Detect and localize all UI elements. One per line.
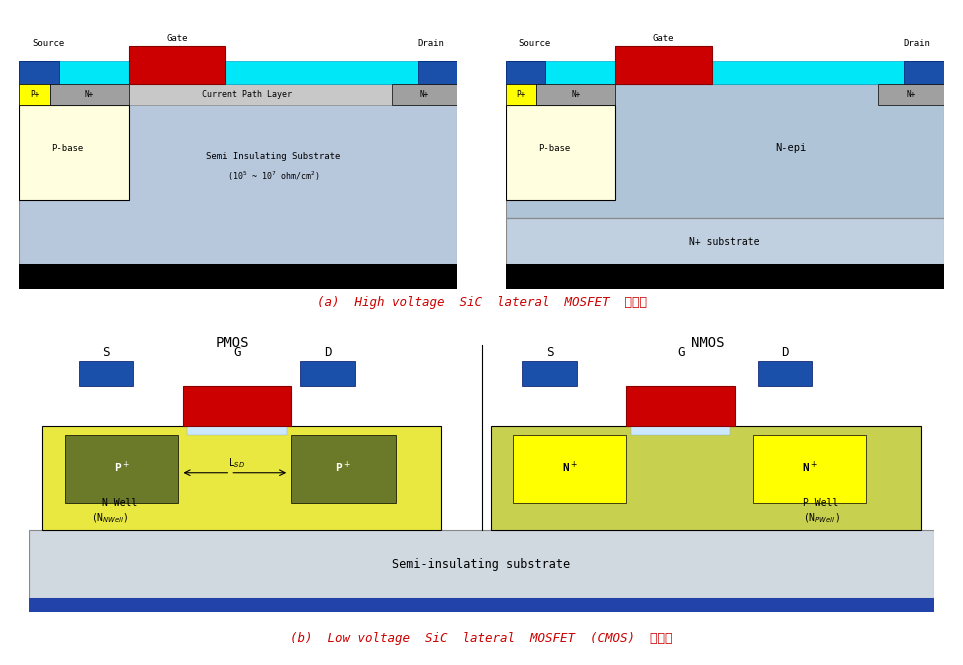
Text: N+: N+	[571, 90, 581, 98]
Bar	[42, 426, 441, 530]
Text: (b)  Low voltage  SiC  lateral  MOSFET  (CMOS)  구조도: (b) Low voltage SiC lateral MOSFET (CMOS…	[290, 632, 673, 645]
Text: Source: Source	[33, 39, 65, 48]
Text: P-base: P-base	[537, 144, 570, 153]
Text: D: D	[324, 346, 331, 359]
Bar	[19, 61, 457, 84]
Text: (a)  High voltage  SiC  lateral  MOSFET  구조도: (a) High voltage SiC lateral MOSFET 구조도	[317, 296, 646, 309]
Text: Gate: Gate	[653, 34, 674, 43]
Text: N$^+$: N$^+$	[561, 460, 578, 475]
Bar	[392, 84, 457, 105]
Text: (10$^5$ ~ 10$^7$ ohm/cm$^2$): (10$^5$ ~ 10$^7$ ohm/cm$^2$)	[227, 170, 320, 184]
Text: P$^+$: P$^+$	[335, 460, 351, 475]
Bar	[50, 84, 129, 105]
Text: NMOS: NMOS	[691, 336, 724, 350]
Bar	[490, 426, 921, 530]
Bar	[292, 435, 396, 503]
Bar	[29, 598, 934, 612]
Bar	[522, 361, 577, 386]
Bar	[506, 105, 615, 200]
Bar	[19, 84, 457, 105]
Text: G: G	[233, 346, 241, 359]
Text: Bottom: Bottom	[222, 272, 254, 281]
Bar	[19, 105, 129, 200]
Bar	[65, 435, 178, 503]
Text: Source: Source	[519, 39, 551, 48]
Text: Gate: Gate	[167, 34, 188, 43]
Bar	[300, 361, 354, 386]
Text: N$^+$: N$^+$	[801, 460, 818, 475]
Text: N-epi: N-epi	[775, 144, 806, 154]
Text: Semi-insulating substrate: Semi-insulating substrate	[393, 557, 570, 571]
Text: (N$_{PWell}$): (N$_{PWell}$)	[802, 511, 840, 525]
Bar	[29, 530, 934, 598]
Bar	[513, 435, 626, 503]
Bar	[615, 46, 712, 84]
Bar	[19, 84, 50, 105]
Text: N Well: N Well	[102, 497, 137, 508]
Bar	[183, 386, 292, 426]
Text: (N$_{NWell}$): (N$_{NWell}$)	[91, 511, 129, 525]
Text: Bottom: Bottom	[709, 272, 741, 281]
Bar	[626, 386, 735, 426]
Text: G: G	[677, 346, 685, 359]
Text: P$^+$: P$^+$	[114, 460, 130, 475]
Text: D: D	[781, 346, 789, 359]
Bar	[904, 61, 944, 84]
Bar	[418, 61, 457, 84]
Bar	[631, 426, 731, 435]
Text: P+: P+	[30, 90, 39, 98]
Bar	[506, 84, 536, 105]
Text: S: S	[546, 346, 553, 359]
Bar	[19, 61, 59, 84]
Bar	[506, 61, 545, 84]
Bar	[129, 46, 225, 84]
Text: Semi Insulating Substrate: Semi Insulating Substrate	[206, 152, 341, 161]
Bar	[758, 361, 812, 386]
Text: Drain: Drain	[417, 39, 444, 48]
Bar	[753, 435, 867, 503]
Bar	[536, 84, 615, 105]
Bar	[188, 426, 287, 435]
Text: P+: P+	[516, 90, 526, 98]
Text: P-base: P-base	[51, 144, 84, 153]
Text: N+: N+	[85, 90, 94, 98]
Text: N+: N+	[420, 90, 429, 98]
Bar	[79, 361, 133, 386]
Text: PMOS: PMOS	[216, 336, 249, 350]
Text: Drain: Drain	[903, 39, 930, 48]
Text: S: S	[102, 346, 110, 359]
Bar	[506, 217, 944, 263]
Text: P Well: P Well	[803, 497, 839, 508]
Text: L$_{SD}$: L$_{SD}$	[228, 456, 246, 470]
Bar	[19, 263, 457, 289]
Bar	[506, 61, 944, 84]
Text: Current Path Layer: Current Path Layer	[202, 90, 292, 98]
Bar	[19, 79, 457, 263]
Text: N+: N+	[906, 90, 916, 98]
Text: N+ substrate: N+ substrate	[690, 237, 760, 247]
Bar	[878, 84, 944, 105]
Bar	[506, 263, 944, 289]
Bar	[506, 84, 944, 217]
